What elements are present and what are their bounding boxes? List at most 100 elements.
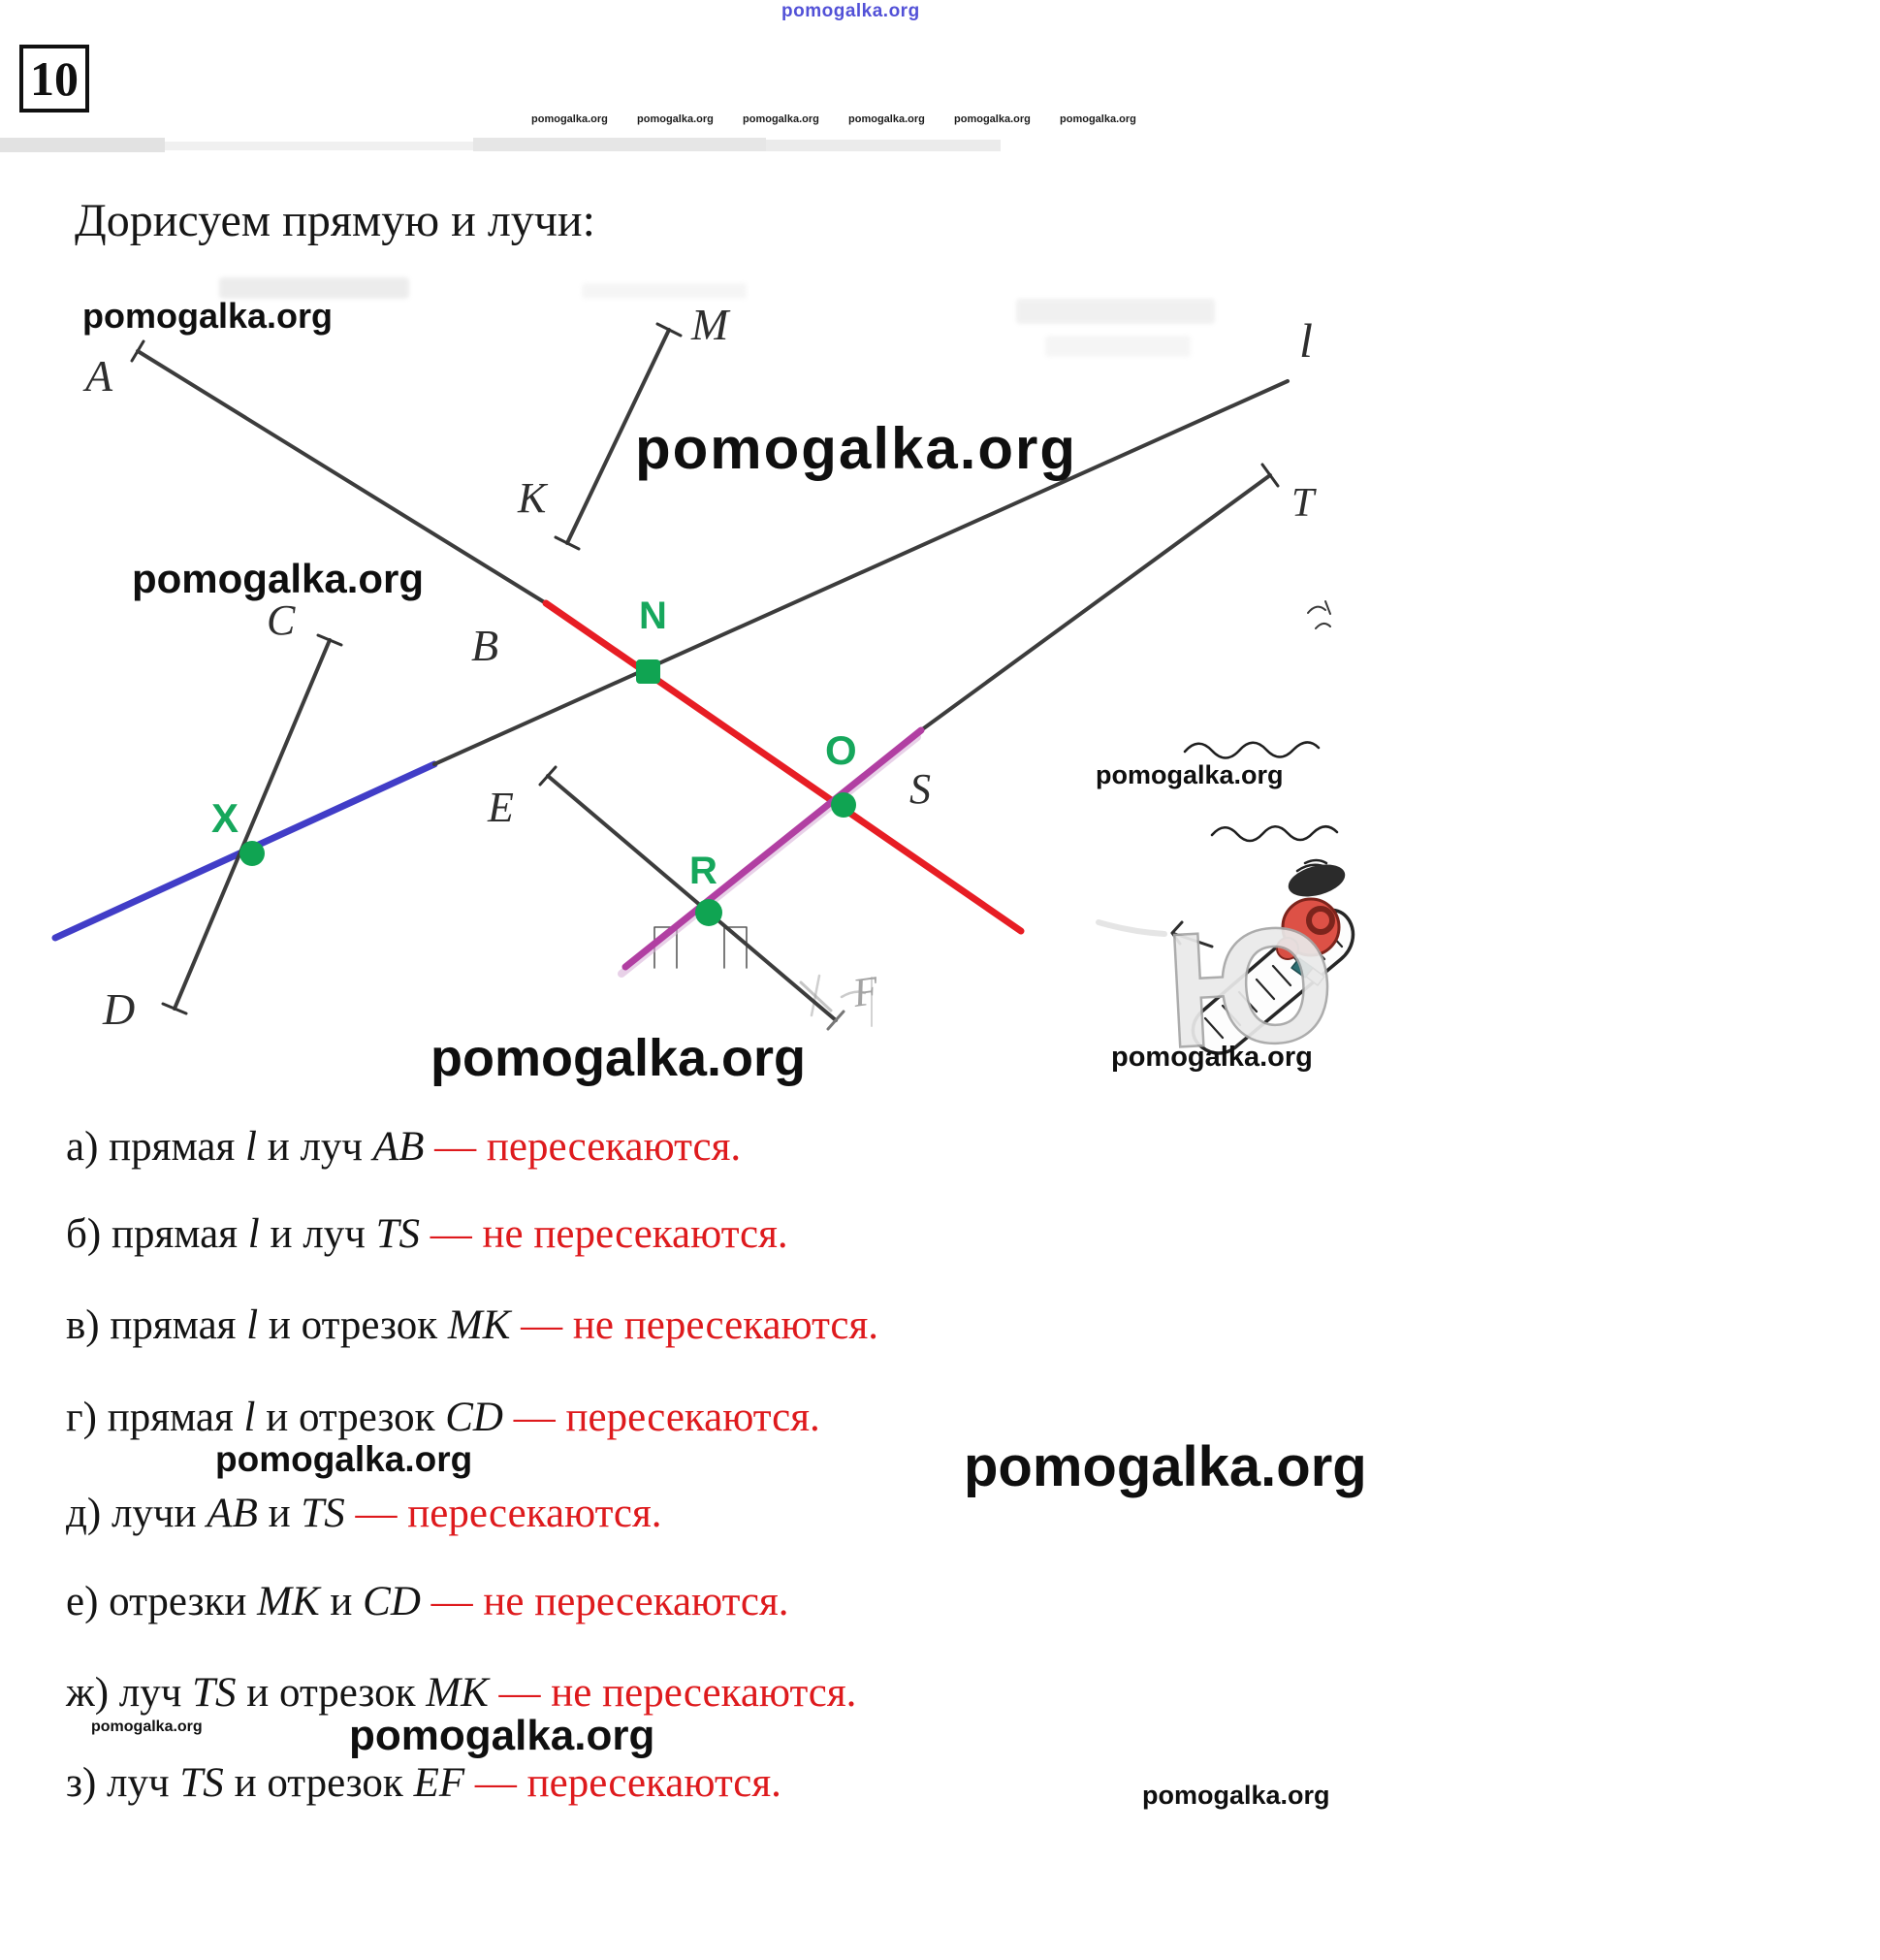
segment-EF — [546, 774, 838, 1022]
answer-text: и отрезок — [236, 1670, 427, 1716]
segment-EF-tick-E — [538, 765, 558, 787]
answer-text: и луч — [259, 1211, 376, 1257]
answer-text: в) прямая — [66, 1302, 247, 1348]
label-X: X — [211, 795, 239, 841]
point-R — [695, 899, 722, 926]
answer-line-2: б) прямая l и луч TS — не пересекаются. — [66, 1210, 788, 1258]
segment-EF-tick-F — [826, 1010, 845, 1031]
watermark-under-boat: pomogalka.org — [1111, 1042, 1313, 1073]
segment-MK-tick-M — [655, 322, 683, 337]
segment-MK-tick-K — [554, 535, 581, 551]
watermark-top-row: pomogalka.org — [954, 113, 1031, 125]
watermark-mid-bottom: pomogalka.org — [349, 1712, 655, 1759]
math-variable: TS — [375, 1211, 421, 1257]
point-X — [239, 841, 265, 866]
boat-gray-yu-glyph: Ю — [1162, 891, 1339, 1082]
watermark-figure-bottom-big: pomogalka.org — [430, 1029, 807, 1087]
math-variable: l — [243, 1395, 256, 1440]
watermark-top-row: pomogalka.org — [743, 113, 819, 125]
answer-text: з) луч — [66, 1760, 180, 1806]
label-M: M — [690, 300, 731, 349]
answer-text: б) прямая — [66, 1211, 248, 1257]
ray-TS-start-tick — [1260, 463, 1280, 488]
math-variable: l — [246, 1302, 259, 1348]
watermark-small-left: pomogalka.org — [91, 1719, 203, 1735]
label-K: K — [517, 474, 549, 522]
answer-line-8: з) луч TS и отрезок EF — пересекаются. — [66, 1759, 781, 1807]
ray-TS-extension-purple — [621, 726, 925, 971]
scan-band — [165, 142, 473, 150]
boat-white-check — [1305, 967, 1325, 986]
label-T: T — [1291, 481, 1317, 526]
math-variable: l — [247, 1211, 260, 1257]
ray-AB-extension-red — [542, 599, 1025, 935]
answer-text: и отрезок — [255, 1395, 446, 1440]
scan-band — [473, 138, 766, 151]
math-variable: EF — [413, 1760, 465, 1806]
label-R: R — [689, 850, 717, 892]
answer-result: — пересекаются. — [424, 1124, 742, 1170]
math-variable: CD — [363, 1579, 421, 1624]
label-O: O — [825, 727, 857, 773]
segment-CD-tick-D — [161, 1002, 188, 1015]
segment-CD-tick-C — [316, 633, 343, 647]
wave-line-2 — [1210, 825, 1339, 843]
f-scribble-2 — [810, 974, 821, 1017]
ray-AB-black — [136, 349, 548, 605]
answer-line-7: ж) луч TS и отрезок MK — не пересекаются… — [66, 1669, 856, 1717]
answer-line-6: е) отрезки MK и CD — не пересекаются. — [66, 1578, 789, 1625]
geometry-figure: A B C D E K M T Sl F N X R O Ю — [51, 300, 1355, 1083]
answer-text: г) прямая — [66, 1395, 244, 1440]
answer-result: — не пересекаются. — [420, 1211, 788, 1257]
watermark-answers-right-big: pomogalka.org — [964, 1435, 1367, 1498]
pi-remnant-2 — [723, 926, 748, 969]
watermark-figure-center-big: pomogalka.org — [635, 416, 1078, 481]
scan-band — [0, 138, 165, 152]
answer-text: и отрезок — [223, 1760, 414, 1806]
math-variable: MK — [447, 1302, 511, 1348]
watermark-answers-left: pomogalka.org — [215, 1439, 473, 1479]
page-title: Дорисуем прямую и лучи: — [75, 195, 595, 246]
watermark-figure-left: pomogalka.org — [82, 296, 334, 336]
math-variable: TS — [179, 1760, 224, 1806]
answer-text: и отрезок — [258, 1302, 448, 1348]
watermark-top-row: pomogalka.org — [637, 113, 714, 125]
answer-result: — не пересекаются. — [420, 1579, 789, 1624]
answer-line-5: д) лучи AB и TS — пересекаются. — [66, 1490, 662, 1537]
label-F: F — [849, 969, 881, 1016]
boat-head — [1288, 864, 1346, 897]
answer-result: — не пересекаются. — [488, 1670, 857, 1716]
label-E: E — [487, 784, 514, 831]
watermark-bottom-right: pomogalka.org — [1142, 1781, 1330, 1810]
wave-line-1 — [1183, 741, 1321, 759]
watermark-top-row: pomogalka.org — [1060, 113, 1136, 125]
label-N: N — [639, 594, 667, 637]
watermark-top-row: pomogalka.org — [531, 113, 608, 125]
watermark-figure-left2: pomogalka.org — [132, 556, 425, 601]
math-variable: AB — [372, 1124, 425, 1170]
problem-number-badge: 10 — [19, 45, 89, 112]
answer-result: — пересекаются. — [502, 1395, 820, 1440]
label-D: D — [102, 984, 135, 1034]
line-l-black — [432, 379, 1290, 766]
ray-TS-black — [919, 473, 1272, 732]
answer-line-3: в) прямая l и отрезок MK — не пересекают… — [66, 1301, 878, 1349]
label-A: A — [82, 351, 113, 401]
ghost-remnant — [1045, 336, 1191, 357]
math-variable: TS — [301, 1491, 345, 1536]
ghost-remnant — [219, 277, 409, 299]
label-l: l — [1299, 313, 1313, 368]
segment-MK — [565, 328, 671, 545]
point-N — [636, 659, 660, 684]
answer-text: и — [319, 1579, 364, 1624]
boat-red-ring — [1306, 906, 1335, 935]
answer-result: — не пересекаются. — [510, 1302, 879, 1348]
watermark-top-row: pomogalka.org — [848, 113, 925, 125]
math-variable: l — [244, 1124, 257, 1170]
boat-red-arm — [1276, 937, 1299, 960]
ghost-remnant — [582, 283, 747, 299]
label-S: S — [909, 765, 931, 813]
problem-number: 10 — [30, 51, 79, 106]
oar-smudge — [1096, 919, 1167, 937]
